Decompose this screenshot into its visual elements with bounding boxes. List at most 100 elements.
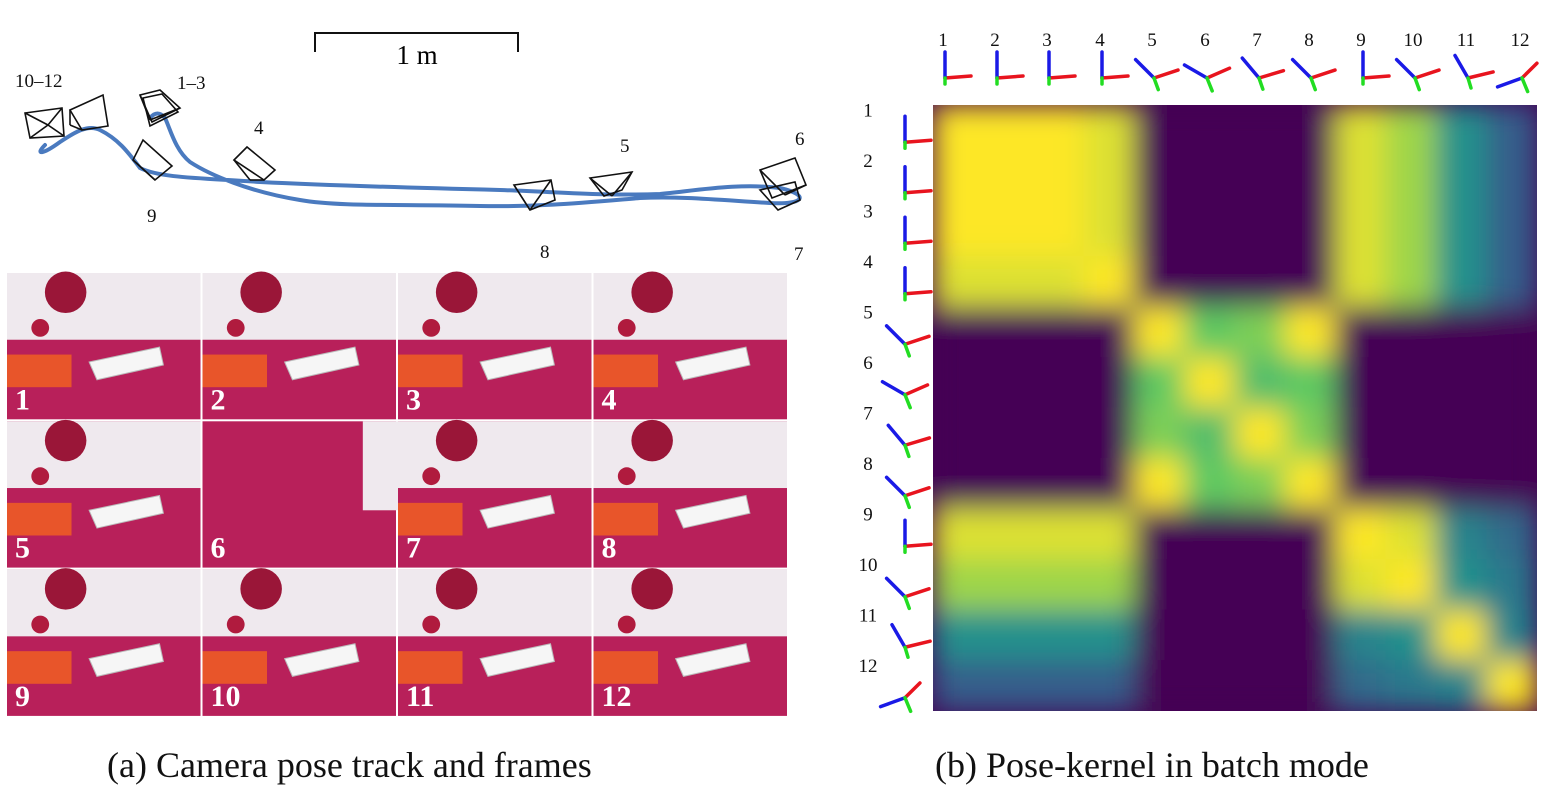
heatmap-cell (1184, 660, 1236, 711)
z-axis-line (903, 494, 911, 510)
heatmap-cell (982, 357, 1035, 409)
heatmap-cell (1335, 660, 1387, 711)
camera-label-8: 8 (540, 242, 550, 263)
heatmap-cell (1435, 609, 1488, 661)
y-axis-line (1495, 76, 1524, 89)
camera-label-10-12: 10–12 (15, 71, 63, 92)
heatmap-cell (1133, 205, 1186, 257)
x-axis-line (1257, 68, 1286, 80)
heatmap-cell (1033, 155, 1085, 207)
table (674, 643, 751, 677)
heatmap-cell (1284, 508, 1337, 560)
heatmap-cell (1083, 407, 1135, 459)
wall-hole (422, 615, 441, 634)
heatmap-cell (1385, 407, 1437, 459)
heatmap-cell (1435, 458, 1488, 510)
heatmap-cell (1284, 105, 1337, 156)
camera-label-5: 5 (620, 136, 630, 157)
heatmap-cell (1033, 458, 1085, 510)
orientation-axes-icon (878, 681, 922, 714)
heatmap-cell (1234, 407, 1286, 459)
heatmap-cell (1083, 105, 1135, 156)
orientation-axes-icon (1453, 53, 1495, 90)
heatmap-cell (1435, 306, 1488, 358)
y-axis-line (886, 423, 907, 447)
x-axis-line (1152, 68, 1180, 80)
heatmap-cell (1435, 155, 1488, 207)
z-axis-line (903, 443, 911, 459)
heatmap-cell (1184, 407, 1236, 459)
heatmap-cell (1083, 205, 1135, 257)
heatmap-cell (1385, 256, 1437, 308)
heatmap-cell (1335, 105, 1387, 156)
scale-bar: 1 m (314, 32, 519, 70)
heatmap-cell (1284, 357, 1337, 409)
column-label: 1 (938, 30, 948, 51)
heatmap-cell (1184, 256, 1236, 308)
frame-number-label: 9 (15, 680, 30, 713)
heatmap-cell (1335, 559, 1387, 611)
sofa (398, 354, 463, 388)
wall-hole (435, 568, 478, 610)
y-axis-line (884, 475, 907, 498)
frame-thumbnail: 3 (398, 271, 592, 420)
wall-hole (631, 271, 673, 314)
frame-thumbnail: 8 (593, 419, 787, 568)
frame-number-label: 10 (211, 680, 241, 713)
x-axis-line (1361, 74, 1391, 80)
heatmap-cell (1184, 105, 1236, 156)
row-label: 3 (863, 201, 873, 222)
camera-label-6: 6 (795, 129, 805, 150)
wall-hole (44, 419, 87, 462)
frame-thumbnail: 5 (7, 419, 201, 568)
heatmap-cell (1385, 205, 1437, 257)
table (88, 494, 164, 529)
z-axis-line (903, 393, 912, 410)
heatmap-cell (1133, 306, 1186, 358)
heatmap-cell (933, 357, 984, 409)
wall-hole (435, 419, 478, 462)
x-axis-line (1047, 74, 1077, 80)
orientation-axes-icon (884, 576, 931, 611)
sofa (7, 651, 72, 684)
heatmap-cell (982, 256, 1035, 308)
caption-b: (b) Pose-kernel in batch mode (935, 745, 1369, 785)
y-axis-line (1182, 63, 1209, 80)
sofa (7, 354, 72, 388)
row-label: 9 (863, 504, 873, 525)
column-label: 8 (1304, 30, 1314, 51)
heatmap-cell (1435, 256, 1488, 308)
heatmap-cells (933, 105, 1537, 711)
heatmap-cell (1486, 609, 1537, 661)
heatmap-cell (1033, 559, 1085, 611)
x-axis-line (903, 486, 931, 498)
table (88, 346, 164, 381)
row-label: 8 (863, 454, 873, 475)
heatmap-cell (1435, 205, 1488, 257)
heatmap-cell (1284, 660, 1337, 711)
x-axis-line (1309, 68, 1337, 80)
heatmap-cell (1033, 306, 1085, 358)
orientation-axes-icon (1240, 56, 1286, 91)
camera-trajectory (38, 111, 802, 209)
heatmap-cell (1234, 256, 1286, 308)
x-axis-line (903, 189, 933, 195)
heatmap-cell (1033, 660, 1085, 711)
frame-number-label: 2 (211, 383, 226, 416)
x-axis-line (903, 587, 931, 599)
sofa (593, 502, 659, 536)
table (479, 643, 555, 677)
heatmap-cell (1133, 256, 1186, 308)
z-axis-line (1413, 76, 1421, 92)
row-label: 4 (863, 252, 873, 273)
heatmap-cell (1083, 660, 1135, 711)
heatmap-cell (1133, 609, 1186, 661)
heatmap-cell (1133, 407, 1186, 459)
heatmap-cell (1184, 205, 1236, 257)
y-axis-line (1394, 57, 1417, 80)
heatmap-cell (1284, 609, 1337, 661)
z-axis-line (1466, 76, 1473, 90)
heatmap-cell (933, 155, 984, 207)
x-axis-line (903, 383, 930, 397)
